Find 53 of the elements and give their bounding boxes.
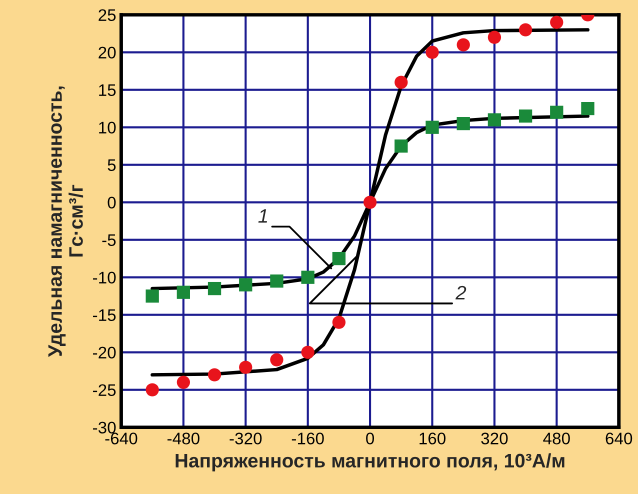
point xyxy=(456,38,470,52)
point xyxy=(270,274,284,288)
x-tick-label: 640 xyxy=(606,432,632,444)
point xyxy=(270,353,284,366)
point xyxy=(426,46,439,59)
x-tick-label: 0 xyxy=(366,432,374,444)
point xyxy=(550,106,564,119)
y-tick-label: -20 xyxy=(93,346,116,359)
point xyxy=(146,289,159,303)
point xyxy=(208,368,222,382)
point xyxy=(426,120,439,134)
y-tick-label: -10 xyxy=(93,272,116,284)
y-tick-label: 10 xyxy=(99,122,116,134)
point xyxy=(176,286,190,299)
x-tick-label: -640 xyxy=(105,432,138,444)
y-axis-title: Удельная намагниченность, Гс·см³/г xyxy=(48,86,84,357)
y-tick-label: 15 xyxy=(99,84,116,96)
point xyxy=(176,376,190,389)
point xyxy=(332,316,346,329)
x-tick-label: -320 xyxy=(230,432,262,444)
point xyxy=(394,139,408,153)
y-tick-label: 20 xyxy=(98,46,116,59)
point xyxy=(394,76,408,89)
point xyxy=(239,360,252,374)
point xyxy=(363,196,377,209)
point xyxy=(581,102,594,116)
point xyxy=(301,270,314,284)
point xyxy=(239,278,252,292)
y-tick-label: -15 xyxy=(93,309,116,322)
y-tick-label: -30 xyxy=(93,422,116,434)
point xyxy=(146,383,159,396)
point xyxy=(550,16,564,29)
point xyxy=(301,346,314,359)
y-tick-label: -25 xyxy=(93,384,116,396)
x-tick-label: -160 xyxy=(292,432,324,444)
point xyxy=(518,109,532,123)
point xyxy=(456,116,470,130)
x-tick-label: -480 xyxy=(167,432,200,444)
y-tick-label: 5 xyxy=(108,159,116,172)
annotation: 1 xyxy=(258,209,268,223)
annotation: 2 xyxy=(455,286,466,300)
point xyxy=(518,23,532,36)
x-tick-label: 160 xyxy=(420,432,446,444)
x-axis-title: Напряженность магнитного поля, 10³А/м xyxy=(176,453,564,472)
y-tick-label: 0 xyxy=(108,196,116,209)
y-tick-label: 25 xyxy=(98,9,116,22)
point xyxy=(332,252,346,266)
x-tick-label: 320 xyxy=(481,432,508,444)
point xyxy=(488,30,502,44)
y-tick-label: -5 xyxy=(102,234,116,246)
point xyxy=(488,113,502,126)
point xyxy=(208,282,222,296)
x-tick-label: 480 xyxy=(543,432,570,444)
